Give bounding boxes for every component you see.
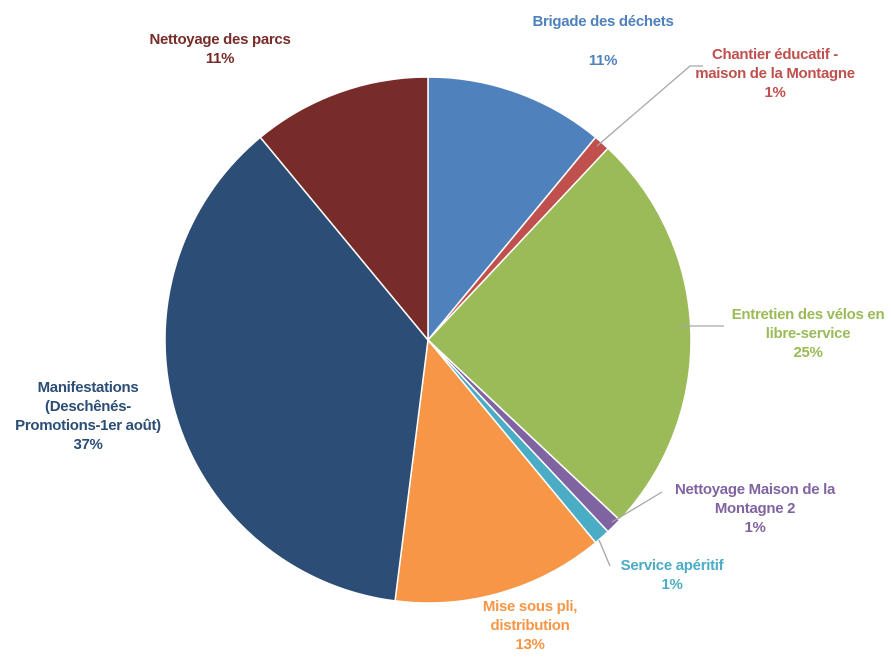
value-label: 1%	[661, 576, 683, 593]
leader-line	[611, 491, 663, 523]
value-label: 37%	[73, 436, 103, 453]
category-label: Service apéritif	[620, 557, 724, 574]
value-label: 11%	[588, 52, 618, 69]
category-label: Chantier éducatif - maison de la Montagn…	[695, 46, 855, 82]
slice-label: Nettoyage Maison de la Montagne 2 1%	[665, 480, 845, 537]
category-label: Mise sous pli, distribution	[482, 598, 578, 634]
slice-label: Manifestations (Deschênés-Promotions-1er…	[8, 378, 168, 454]
category-label: Entretien des vélos en libre-service	[731, 306, 885, 342]
slice-label: Mise sous pli, distribution 13%	[455, 597, 605, 654]
category-label: Nettoyage Maison de la Montagne 2	[674, 481, 836, 517]
slice-label: Brigade des déchets 11%	[503, 12, 703, 70]
value-label: 11%	[205, 50, 235, 67]
value-label: 1%	[744, 519, 766, 536]
leader-line	[596, 65, 703, 147]
category-label: Brigade des déchets	[532, 13, 674, 30]
category-label: Manifestations (Deschênés-Promotions-1er…	[15, 379, 161, 434]
pie-slice	[426, 147, 692, 522]
leader-line	[598, 539, 611, 567]
pie-slice	[427, 76, 597, 343]
pie-slice	[259, 76, 429, 343]
slice-label: Service apéritif 1%	[597, 556, 747, 594]
value-label: 13%	[515, 636, 545, 653]
slice-label: Chantier éducatif - maison de la Montagn…	[690, 45, 860, 102]
category-label: Nettoyage des parcs	[149, 31, 291, 48]
slice-label: Nettoyage des parcs 11%	[120, 30, 320, 68]
slice-label: Entretien des vélos en libre-service 25%	[723, 305, 891, 362]
pie-slice	[394, 338, 597, 604]
value-label: 25%	[793, 344, 823, 361]
pie-slice	[164, 136, 429, 602]
value-label: 1%	[764, 84, 786, 101]
